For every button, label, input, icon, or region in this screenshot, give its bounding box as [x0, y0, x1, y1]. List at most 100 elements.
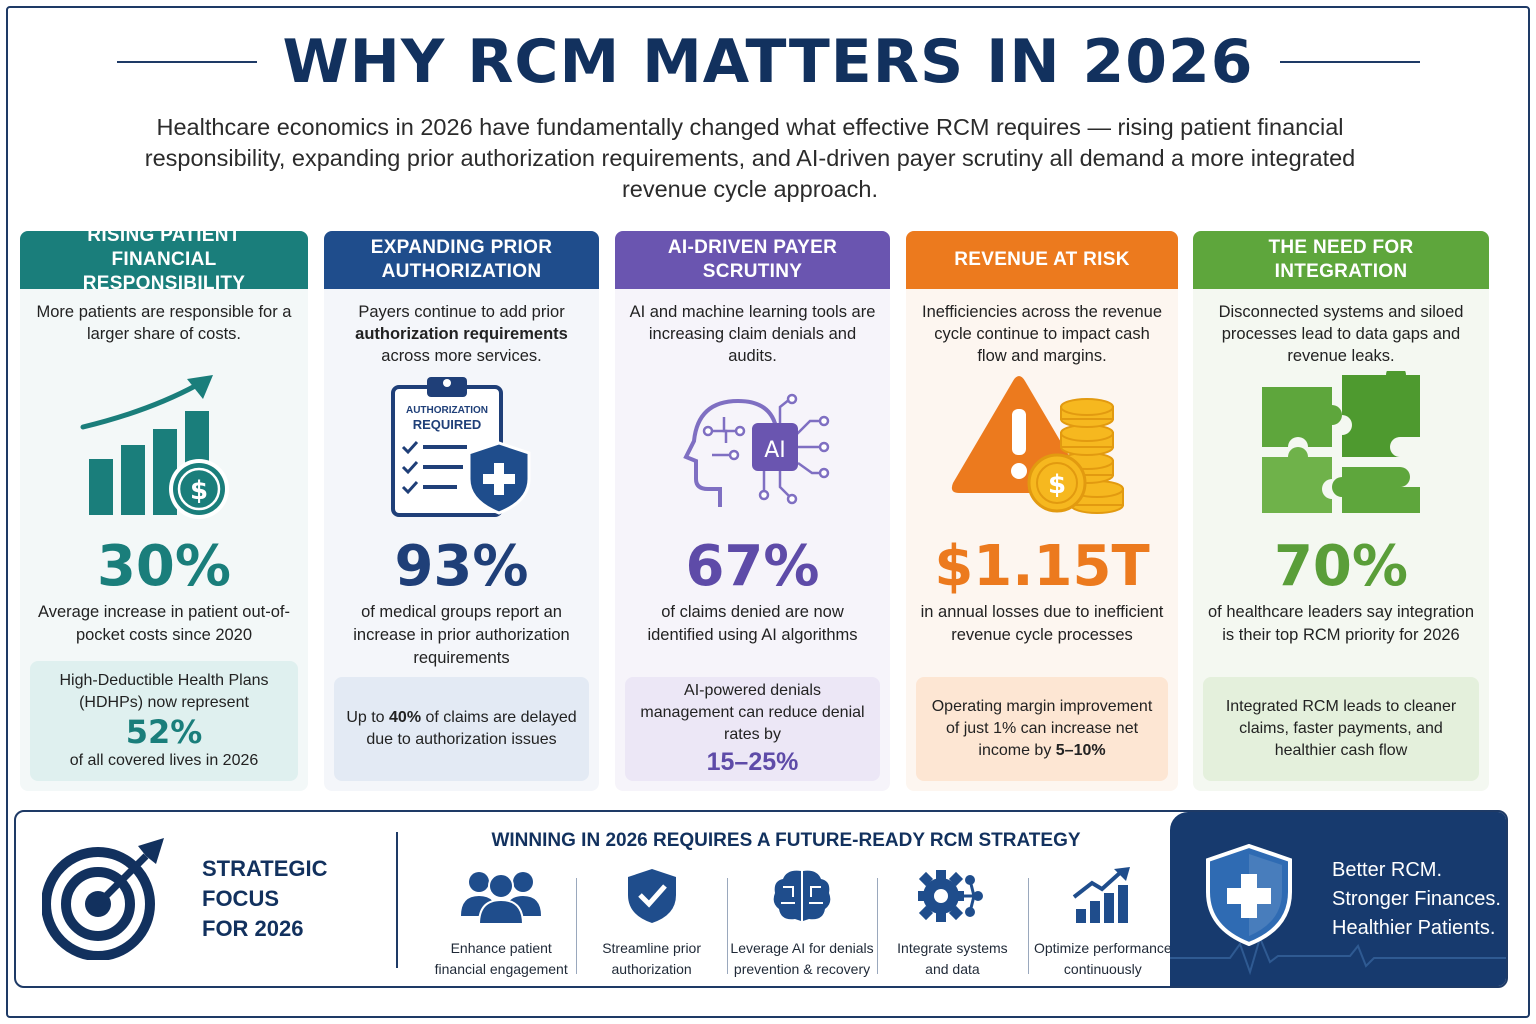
- puzzle-pieces-icon: [1193, 371, 1489, 521]
- card-description: Disconnected systems and siloed processe…: [1218, 303, 1464, 365]
- callout-box: High-Deductible Health Plans (HDHPs) now…: [30, 661, 298, 781]
- card-description: More patients are responsible for a larg…: [36, 303, 292, 343]
- label-line: Streamline prior: [602, 940, 702, 956]
- desc-emphasis: authorization requirements: [355, 325, 568, 343]
- strategy-items: Enhance patient financial engagement Stre…: [426, 864, 1178, 980]
- card-title: THE NEED FOR INTEGRATION: [1193, 231, 1489, 289]
- strategy-item: Enhance patient financial engagement: [426, 864, 576, 980]
- label-line: financial engagement: [434, 961, 568, 977]
- label-line: Enhance patient: [450, 940, 552, 956]
- card-title-line: FINANCIAL RESPONSIBILITY: [82, 249, 246, 294]
- stat-label: in annual losses due to inefficient reve…: [920, 603, 1164, 644]
- strategy-item-label: Leverage AI for denials prevention & reco…: [730, 938, 873, 980]
- stat-value: 70%: [1273, 534, 1409, 599]
- card-expanding-prior-authorization: EXPANDING PRIOR AUTHORIZATION Payers cont…: [324, 231, 599, 791]
- stat-label: of medical groups report an increase in …: [353, 603, 570, 667]
- strategic-focus-banner: STRATEGIC FOCUS FOR 2026 WINNING IN 2026…: [14, 810, 1508, 988]
- strategy-item: Leverage AI for denials prevention & reco…: [726, 864, 877, 980]
- card-title-line: RISING PATIENT: [87, 231, 241, 246]
- desc-text: Payers continue to add prior: [358, 303, 565, 321]
- strategy-item-label: Streamline prior authorization: [602, 938, 701, 980]
- card-title-line: EXPANDING PRIOR: [370, 237, 553, 258]
- strategy-title-line: STRATEGIC FOCUS: [202, 856, 328, 911]
- callout-value: 52%: [125, 713, 203, 751]
- callout-box: AI-powered denials management can reduce…: [625, 677, 880, 781]
- desc-text: across more services.: [381, 347, 542, 365]
- card-title: RISING PATIENT FINANCIAL RESPONSIBILITY: [20, 231, 308, 294]
- svg-text:$: $: [190, 476, 208, 506]
- callout-box: Up to 40% of claims are delayed due to a…: [334, 677, 589, 781]
- svg-text:$: $: [1048, 470, 1066, 500]
- strategy-item: Optimize performance continuously: [1027, 864, 1178, 980]
- tagline-line: Healthier Patients.: [1332, 917, 1496, 939]
- growth-chart-icon: [1072, 864, 1134, 928]
- strategy-label-block: STRATEGIC FOCUS FOR 2026: [16, 812, 401, 986]
- people-group-icon: [459, 864, 543, 928]
- card-revenue-at-risk: REVENUE AT RISK Inefficiencies across th…: [906, 231, 1178, 791]
- rising-bar-chart-dollar-icon: $: [20, 371, 308, 521]
- strategy-heading: WINNING IN 2026 REQUIRES A FUTURE-READY …: [491, 830, 1081, 851]
- intro-text: Healthcare economics in 2026 have fundam…: [144, 114, 1356, 202]
- page-title: WHY RCM MATTERS IN 2026: [282, 27, 1254, 97]
- label-line: continuously: [1063, 961, 1142, 977]
- stat-value: 67%: [685, 534, 820, 599]
- label-line: authorization: [611, 961, 692, 977]
- stat-label: of healthcare leaders say integration is…: [1208, 603, 1474, 644]
- target-arrow-icon: [41, 834, 168, 965]
- title-rule-right: [1279, 61, 1420, 63]
- card-title-line: AI-DRIVEN PAYER: [667, 237, 838, 258]
- warning-coins-icon: $: [906, 371, 1178, 521]
- card-rising-patient-responsibility: RISING PATIENT FINANCIAL RESPONSIBILITY M…: [20, 231, 308, 791]
- callout-text: Operating margin improvement of just 1% …: [931, 698, 1153, 759]
- card-title: REVENUE AT RISK: [906, 231, 1178, 289]
- callout-text: of all covered lives in 2026: [69, 752, 259, 769]
- label-line: Optimize performance: [1033, 940, 1172, 956]
- card-title: EXPANDING PRIOR AUTHORIZATION: [324, 231, 599, 289]
- callout-box: Integrated RCM leads to cleaner claims, …: [1203, 677, 1479, 781]
- card-title-line: AUTHORIZATION: [381, 261, 542, 282]
- card-description: AI and machine learning tools are increa…: [629, 303, 876, 365]
- callout-box: Operating margin improvement of just 1% …: [916, 677, 1168, 781]
- tagline-line: Better RCM.: [1332, 859, 1443, 881]
- label-line: and data: [925, 961, 980, 977]
- ai-head-circuit-icon: AI: [615, 371, 890, 521]
- card-ai-driven-payer-scrutiny: AI-DRIVEN PAYER SCRUTINY AI and machine l…: [615, 231, 890, 791]
- card-title-line: SCRUTINY: [702, 261, 803, 282]
- strategy-item-label: Enhance patient financial engagement: [435, 938, 568, 980]
- strategy-item-label: Integrate systems and data: [897, 938, 1008, 980]
- callout-text: Integrated RCM leads to cleaner claims, …: [1225, 698, 1457, 759]
- callout-value: 5–10%: [1055, 742, 1106, 759]
- heartbeat-line: [1170, 935, 1506, 976]
- label-line: prevention & recovery: [733, 961, 871, 977]
- card-description: Payers continue to add prior authorizati…: [324, 289, 599, 371]
- tagline-panel: Better RCM. Stronger Finances. Healthier…: [1170, 812, 1506, 986]
- callout-text: Up to: [346, 709, 385, 726]
- callout-value: 15–25%: [706, 748, 799, 776]
- divider: [396, 832, 398, 968]
- strategy-title: STRATEGIC FOCUS FOR 2026: [202, 854, 401, 944]
- callout-text: AI-powered denials management can reduce…: [640, 682, 865, 743]
- card-title: AI-DRIVEN PAYER SCRUTINY: [615, 231, 890, 289]
- strategy-title-line: FOR 2026: [202, 916, 304, 941]
- callout-value: 40%: [389, 709, 422, 726]
- stat-value: 30%: [96, 534, 232, 599]
- ai-chip-label: AI: [764, 438, 786, 463]
- title-row: WHY RCM MATTERS IN 2026: [0, 22, 1536, 102]
- strategy-item: Streamline prior authorization: [576, 864, 726, 980]
- label-line: Leverage AI for denials: [730, 940, 874, 956]
- shield-check-icon: [626, 864, 678, 928]
- card-description: Inefficiencies across the revenue cycle …: [922, 303, 1162, 365]
- tagline-line: Stronger Finances.: [1332, 888, 1501, 910]
- card-need-for-integration: THE NEED FOR INTEGRATION Disconnected sy…: [1193, 231, 1489, 791]
- stat-value: $1.15T: [934, 534, 1150, 599]
- stat-value: 93%: [394, 534, 529, 599]
- stat-label: Average increase in patient out-of-pocke…: [38, 603, 290, 644]
- strategy-item-label: Optimize performance continuously: [1034, 938, 1172, 980]
- clipboard-label: REQUIRED: [412, 417, 481, 432]
- shield-cross-icon: [1206, 844, 1292, 946]
- brain-circuit-icon: [771, 864, 833, 928]
- gear-network-icon: [916, 864, 988, 928]
- clipboard-label: AUTHORIZATION: [405, 405, 487, 416]
- clipboard-shield-icon: AUTHORIZATION REQUIRED: [324, 371, 599, 521]
- label-line: Integrate systems: [897, 940, 1008, 956]
